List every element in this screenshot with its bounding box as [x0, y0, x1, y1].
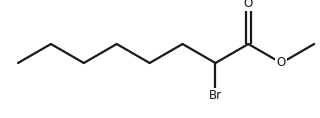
Text: O: O	[244, 0, 253, 10]
Text: O: O	[277, 57, 286, 70]
Text: Br: Br	[209, 89, 222, 102]
